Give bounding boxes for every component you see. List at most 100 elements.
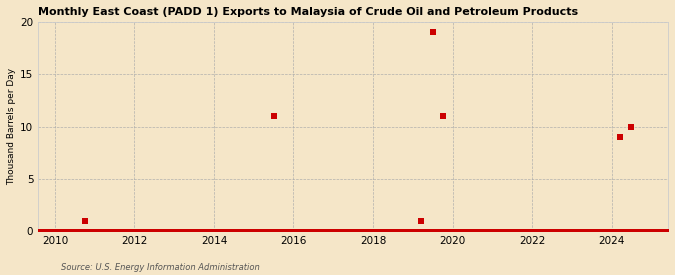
Point xyxy=(163,229,174,233)
Point xyxy=(477,229,487,233)
Point xyxy=(410,229,421,233)
Point xyxy=(623,229,634,233)
Point xyxy=(112,229,123,233)
Point xyxy=(248,229,259,233)
Point xyxy=(246,229,256,233)
Point xyxy=(120,229,131,233)
Point xyxy=(44,229,55,233)
Point xyxy=(462,229,473,233)
Point xyxy=(132,229,142,233)
Point xyxy=(52,229,63,233)
Point xyxy=(574,229,585,233)
Point xyxy=(90,229,101,233)
Point xyxy=(532,229,543,233)
Point xyxy=(411,229,422,233)
Point xyxy=(508,229,519,233)
Point xyxy=(583,229,594,233)
Point xyxy=(234,229,244,233)
Point xyxy=(169,229,180,233)
Point xyxy=(332,229,343,233)
Point xyxy=(223,229,234,233)
Point xyxy=(466,229,477,233)
Point xyxy=(596,229,607,233)
Point xyxy=(213,229,223,233)
Point xyxy=(84,229,95,233)
Point xyxy=(418,229,429,233)
Point xyxy=(406,229,417,233)
Point xyxy=(580,229,591,233)
Point xyxy=(51,229,61,233)
Point xyxy=(53,229,64,233)
Point xyxy=(524,229,535,233)
Point xyxy=(659,229,670,233)
Point xyxy=(265,229,276,233)
Point xyxy=(554,229,565,233)
Point xyxy=(127,229,138,233)
Point xyxy=(491,229,502,233)
Point xyxy=(537,229,548,233)
Point xyxy=(397,229,408,233)
Point xyxy=(426,229,437,233)
Point xyxy=(549,229,560,233)
Point xyxy=(629,229,640,233)
Point xyxy=(454,229,465,233)
Point xyxy=(593,229,603,233)
Point xyxy=(92,229,103,233)
Point xyxy=(453,229,464,233)
Point xyxy=(356,229,367,233)
Point xyxy=(101,229,112,233)
Point xyxy=(109,229,120,233)
Point xyxy=(460,229,471,233)
Point xyxy=(103,229,113,233)
Point xyxy=(438,229,449,233)
Point xyxy=(34,229,45,233)
Point xyxy=(404,229,414,233)
Point xyxy=(427,30,438,35)
Point xyxy=(115,229,126,233)
Point xyxy=(232,229,242,233)
Point xyxy=(235,229,246,233)
Point xyxy=(651,229,662,233)
Point xyxy=(643,229,654,233)
Point xyxy=(464,229,475,233)
Point xyxy=(384,229,395,233)
Point xyxy=(49,229,59,233)
Point xyxy=(499,229,510,233)
Point xyxy=(416,229,427,233)
Point xyxy=(636,229,647,233)
Point xyxy=(36,229,47,233)
Point xyxy=(257,229,268,233)
Point xyxy=(364,229,375,233)
Point xyxy=(429,229,439,233)
Point xyxy=(161,229,172,233)
Point xyxy=(427,229,438,233)
Point xyxy=(386,229,397,233)
Point xyxy=(534,229,545,233)
Point xyxy=(510,229,521,233)
Point xyxy=(408,229,419,233)
Point xyxy=(128,229,139,233)
Point xyxy=(221,229,232,233)
Point xyxy=(78,229,88,233)
Point xyxy=(288,229,298,233)
Point xyxy=(189,229,200,233)
Point xyxy=(445,229,456,233)
Point xyxy=(562,229,573,233)
Point xyxy=(134,229,145,233)
Point xyxy=(616,229,627,233)
Point xyxy=(198,229,209,233)
Point xyxy=(551,229,562,233)
Point xyxy=(122,229,133,233)
Point xyxy=(566,229,576,233)
Point xyxy=(601,229,612,233)
Point xyxy=(540,229,551,233)
Point xyxy=(261,229,271,233)
Point xyxy=(497,229,508,233)
Point xyxy=(184,229,194,233)
Point xyxy=(379,229,390,233)
Point xyxy=(190,229,201,233)
Point xyxy=(295,229,306,233)
Point xyxy=(211,229,222,233)
Point xyxy=(556,229,567,233)
Point xyxy=(475,229,486,233)
